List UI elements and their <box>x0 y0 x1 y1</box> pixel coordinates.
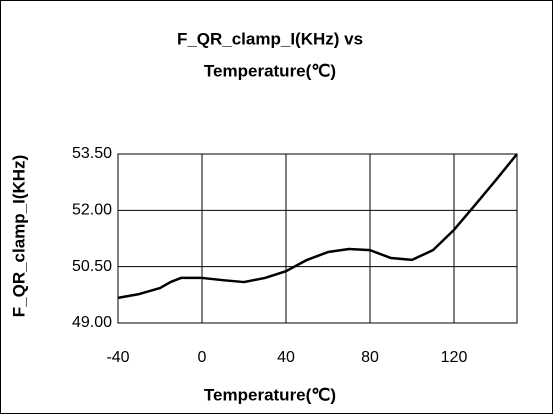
y-tick-label: 50.50 <box>72 258 112 275</box>
y-axis-label: F_QR_clamp_I(KHz) <box>9 155 28 317</box>
chart-title: Temperature(℃) <box>204 61 336 80</box>
y-tick-label: 49.00 <box>72 314 112 331</box>
x-axis-label: Temperature(℃) <box>204 385 336 404</box>
data-line <box>117 153 518 300</box>
y-tick-label: 53.50 <box>72 145 112 162</box>
x-tick-label: 40 <box>277 349 295 366</box>
y-tick-label: 52.00 <box>72 202 112 219</box>
chart-title: F_QR_clamp_I(KHz) vs <box>177 29 363 48</box>
x-tick-label: 0 <box>198 349 207 366</box>
x-tick-label: -40 <box>106 349 129 366</box>
plot-area <box>117 153 518 324</box>
x-tick-label: 80 <box>361 349 379 366</box>
x-tick-label: 120 <box>441 349 468 366</box>
